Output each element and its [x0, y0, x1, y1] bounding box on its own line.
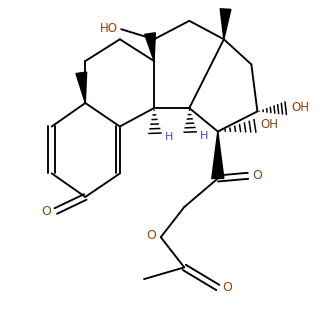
Text: HO: HO	[100, 22, 118, 35]
Polygon shape	[220, 9, 231, 39]
Text: H: H	[165, 132, 174, 142]
Text: H: H	[200, 131, 209, 140]
Polygon shape	[76, 72, 87, 103]
Text: O: O	[222, 281, 232, 294]
Polygon shape	[145, 33, 155, 61]
Polygon shape	[212, 131, 224, 179]
Text: O: O	[42, 205, 51, 218]
Text: O: O	[252, 169, 262, 182]
Text: O: O	[146, 229, 156, 242]
Text: OH: OH	[261, 118, 279, 131]
Text: OH: OH	[291, 101, 309, 114]
